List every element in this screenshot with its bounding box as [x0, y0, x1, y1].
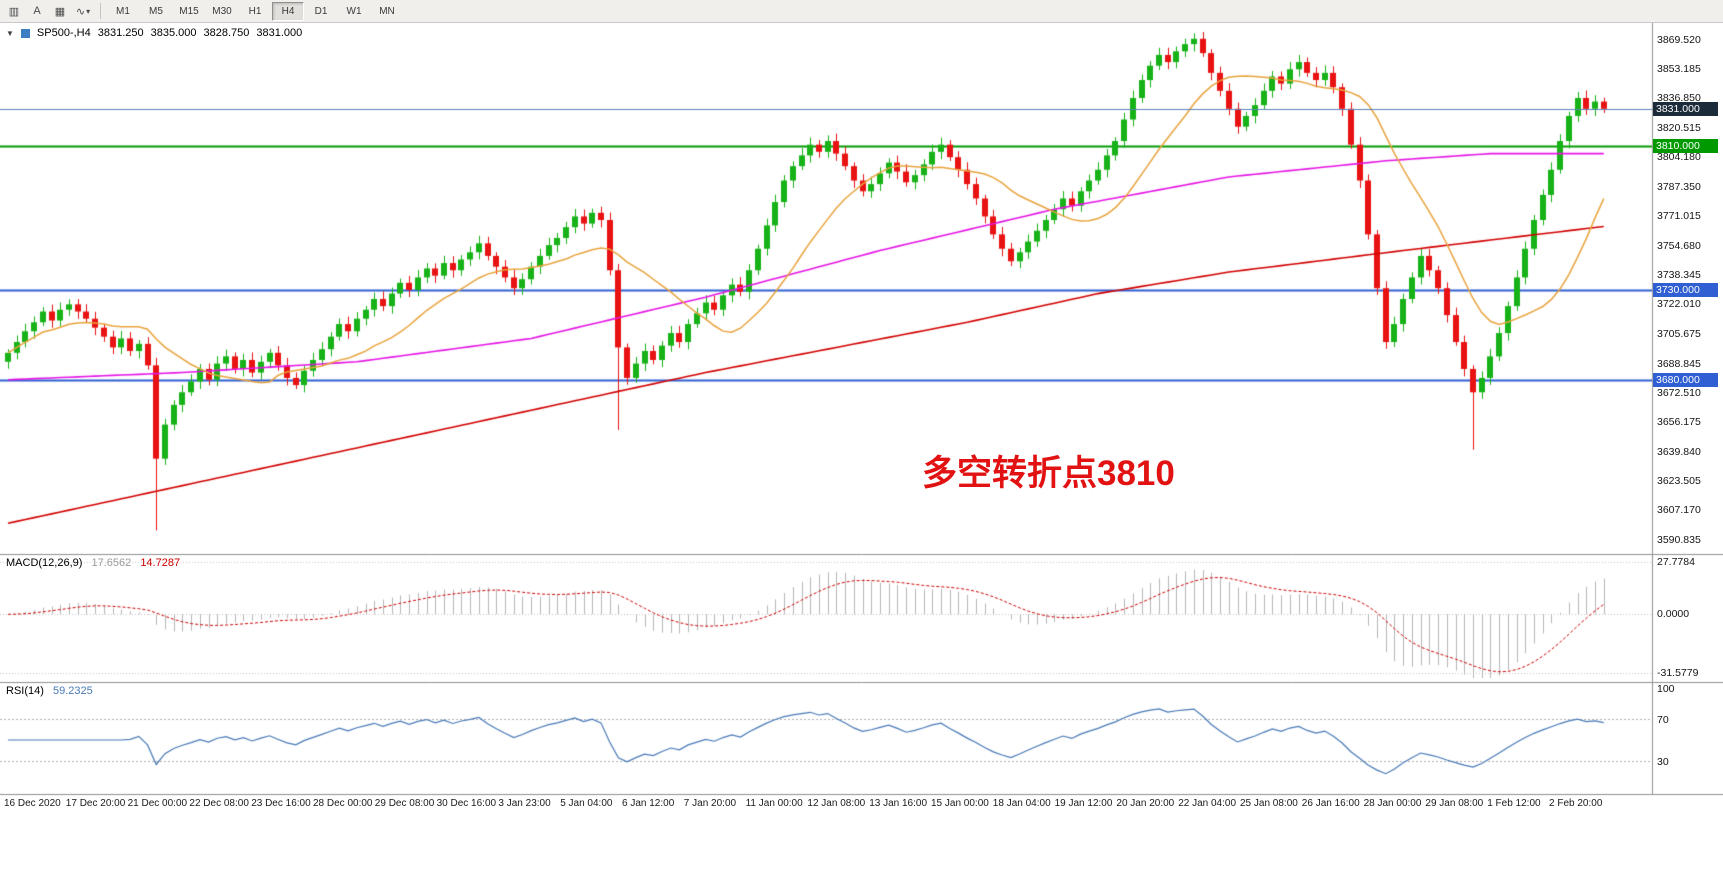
time-axis-label: 13 Jan 16:00	[869, 798, 928, 809]
price-axis-label: 3590.835	[1657, 533, 1701, 546]
indicator-wave-icon: ∿	[75, 5, 86, 18]
macd-axis-label: 0.0000	[1657, 608, 1690, 621]
time-axis-label: 23 Dec 16:00	[251, 798, 311, 809]
time-axis-label: 15 Jan 00:00	[931, 798, 989, 809]
time-axis-label: 19 Jan 12:00	[1054, 798, 1113, 809]
symbol-chart-icon	[20, 28, 30, 38]
time-axis-label: 2 Feb 20:00	[1549, 798, 1603, 809]
ohlc-close: 3831.000	[256, 27, 303, 39]
macd-main-value: 17.6562	[91, 557, 132, 569]
time-axis-label: 5 Jan 04:00	[560, 798, 613, 809]
time-axis-label: 18 Jan 04:00	[992, 798, 1051, 809]
price-axis-label: 3804.180	[1657, 150, 1701, 163]
price-axis-label: 3705.675	[1657, 327, 1701, 340]
price-axis-label: 3656.175	[1657, 416, 1701, 429]
time-axis-label: 11 Jan 00:00	[745, 798, 803, 809]
price-badge-3810: 3810.000	[1653, 139, 1718, 154]
ohlc-low: 3828.750	[203, 27, 250, 39]
time-axis-label: 16 Dec 2020	[4, 798, 61, 809]
time-axis-label: 1 Feb 12:00	[1487, 798, 1541, 809]
price-axis-label: 3771.015	[1657, 210, 1701, 223]
time-axis-label: 21 Dec 00:00	[127, 798, 188, 809]
price-axis-label: 3738.345	[1657, 269, 1701, 282]
timeframe-button-h1[interactable]: H1	[248, 5, 262, 17]
price-axis-label: 3639.840	[1657, 445, 1701, 458]
ohlc-open: 3831.250	[97, 27, 144, 39]
rsi-axis-label: 30	[1657, 755, 1669, 768]
timeframe-button-m30[interactable]: M30	[212, 5, 232, 17]
rsi-params: RSI(14)	[6, 685, 44, 697]
price-axis-label: 3688.845	[1657, 357, 1701, 370]
macd-axis-label: -31.5779	[1657, 667, 1699, 680]
ohlc-high: 3835.000	[150, 27, 197, 39]
time-axis-label: 26 Jan 16:00	[1301, 798, 1360, 809]
price-chart-canvas[interactable]	[0, 22, 1723, 822]
time-axis-label: 17 Dec 20:00	[65, 798, 126, 809]
time-axis-label: 12 Jan 08:00	[807, 798, 866, 809]
toolbar-separator	[100, 3, 101, 19]
caret-down-icon[interactable]: ▼	[6, 28, 14, 38]
rsi-axis-label: 70	[1657, 714, 1669, 727]
time-axis-label: 28 Dec 00:00	[313, 798, 373, 809]
indicator-icon[interactable]: ∿ ▾	[72, 2, 94, 20]
price-axis-label: 3607.170	[1657, 504, 1701, 517]
price-badge-3680: 3680.000	[1653, 372, 1718, 387]
time-axis-label: 22 Dec 08:00	[189, 798, 249, 809]
price-axis-label: 3722.010	[1657, 298, 1701, 311]
time-axis-label: 30 Dec 16:00	[436, 798, 497, 809]
chart-type-icon[interactable]: ▥	[8, 5, 20, 18]
symbol-title: SP500-,H4	[36, 27, 91, 39]
macd-params: MACD(12,26,9)	[6, 557, 83, 569]
macd-indicator-label: MACD(12,26,9) 17.6562 14.7287	[6, 557, 180, 569]
price-axis-label: 3853.185	[1657, 62, 1701, 75]
time-axis-label: 28 Jan 00:00	[1363, 798, 1422, 809]
price-badge-3831: 3831.000	[1653, 101, 1718, 116]
price-axis-label: 3672.510	[1657, 387, 1701, 400]
timeframe-button-d1[interactable]: D1	[314, 5, 328, 17]
chart-annotation-text: 多空转折点3810	[922, 454, 1175, 493]
time-axis-label: 29 Jan 08:00	[1425, 798, 1484, 809]
time-axis-label: 6 Jan 12:00	[622, 798, 675, 809]
timeframe-button-w1[interactable]: W1	[346, 5, 362, 17]
rsi-indicator-label: RSI(14) 59.2325	[6, 685, 93, 697]
timeframe-group: M1 M5 M15 M30 H1 H4 D1 W1 MN	[107, 1, 404, 21]
text-tool-icon[interactable]: A	[33, 5, 41, 17]
price-badge-3730: 3730.000	[1653, 283, 1718, 297]
price-axis-label: 3787.350	[1657, 181, 1701, 194]
timeframe-button-mn[interactable]: MN	[379, 5, 395, 17]
rsi-value: 59.2325	[52, 685, 93, 697]
price-axis-label: 3754.680	[1657, 239, 1701, 252]
timeframe-button-m5[interactable]: M5	[149, 5, 163, 17]
time-axis-label: 20 Jan 20:00	[1116, 798, 1175, 809]
timeframe-button-m1[interactable]: M1	[116, 5, 130, 17]
time-axis-label: 3 Jan 23:00	[498, 798, 551, 809]
price-axis-label: 3869.520	[1657, 33, 1701, 46]
chevron-down-icon: ▾	[86, 6, 91, 16]
macd-signal-value: 14.7287	[140, 557, 181, 569]
time-axis-label: 29 Dec 08:00	[374, 798, 435, 809]
price-axis-label: 3836.850	[1657, 92, 1701, 105]
symbol-header: ▼ SP500-,H4 3831.250 3835.000 3828.750 3…	[6, 27, 302, 39]
time-axis-label: 25 Jan 08:00	[1240, 798, 1298, 809]
macd-axis-label: 27.7784	[1657, 556, 1695, 569]
rsi-axis-label: 100	[1657, 683, 1675, 695]
timeframe-button-m15[interactable]: M15	[179, 5, 199, 17]
time-axis-label: 7 Jan 20:00	[683, 798, 737, 809]
price-axis-label: 3820.515	[1657, 121, 1701, 134]
window-icon[interactable]: ▦	[54, 5, 66, 18]
price-axis-label: 3623.505	[1657, 475, 1701, 488]
timeframe-button-h4[interactable]: H4	[272, 1, 304, 21]
time-axis-label: 22 Jan 04:00	[1178, 798, 1237, 809]
toolbar: ▥ A ▦ ∿ ▾ M1 M5 M15 M30 H1 H4 D1 W1 MN	[0, 0, 1723, 23]
